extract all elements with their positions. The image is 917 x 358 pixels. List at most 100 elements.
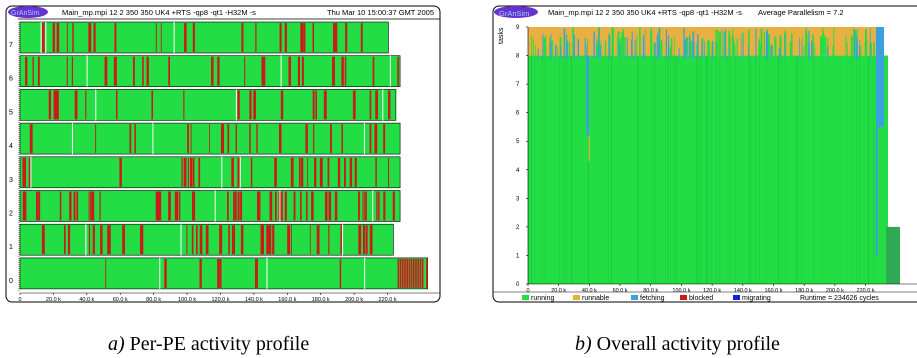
pe-blocked-segment: [140, 225, 143, 255]
pe-blocked-segment: [88, 191, 90, 221]
pe-blocked-segment: [155, 191, 158, 221]
x-tick-label: 20.0 k: [551, 288, 566, 294]
pe-blocked-segment: [74, 90, 78, 120]
pe-blocked-segment: [383, 191, 386, 221]
pe-idle-gap: [95, 89, 97, 121]
pe-running-bar: [19, 21, 389, 54]
pe-blocked-segment: [237, 157, 240, 187]
running-spike: [760, 28, 763, 56]
pe-blocked-segment: [319, 157, 323, 187]
pe-blocked-segment: [307, 157, 309, 187]
running-spike: [670, 38, 673, 56]
running-spike: [728, 30, 730, 56]
running-spike: [551, 40, 553, 56]
pe-blocked-segment: [241, 225, 244, 255]
pe-label: 3: [9, 177, 13, 184]
fetching-sliver: [770, 45, 772, 59]
running-spike: [531, 36, 532, 56]
running-spike: [617, 31, 620, 56]
x-tick-label: 180.0 k: [795, 288, 813, 294]
pe-blocked-segment: [157, 191, 161, 221]
pe-blocked-segment: [187, 124, 189, 154]
pe-blocked-segment: [401, 258, 404, 288]
pe-blocked-segment: [365, 225, 368, 255]
pe-running-bar: [19, 55, 401, 88]
x-tick-label: 40.0 k: [79, 297, 94, 303]
legend-swatch-migrating: [733, 295, 740, 300]
fetching-sliver: [642, 42, 645, 59]
pe-idle-gap: [342, 224, 344, 256]
pe-blocked-segment: [190, 157, 193, 187]
pe-blocked-segment: [217, 56, 220, 86]
running-spike: [791, 33, 793, 56]
pe-idle-gap: [40, 22, 42, 53]
legend-swatch-blocked: [680, 295, 687, 300]
running-spike: [650, 27, 652, 56]
fetching-sliver: [689, 37, 691, 59]
pe-blocked-segment: [32, 56, 34, 86]
pe-idle-gap: [152, 123, 154, 155]
x-tick-label: 40.0 k: [582, 288, 597, 294]
pe-blocked-segment: [254, 258, 258, 288]
pe-idle-gap: [180, 224, 182, 256]
pe-label: 7: [9, 42, 13, 49]
running-spike: [833, 27, 835, 56]
fetching-sliver: [555, 44, 557, 59]
running-spike: [708, 40, 711, 56]
running-spike: [758, 39, 760, 56]
running-spike: [734, 45, 736, 56]
pe-blocked-segment: [186, 225, 188, 255]
pe-bars: [18, 21, 428, 292]
pe-blocked-segment: [349, 157, 353, 187]
pe-blocked-segment: [107, 225, 111, 255]
right-x-axis: 0 20.0 k 40.0 k 60.0 k 80.0 k 100.0 k 120.0 k 1…: [526, 283, 917, 294]
running-spike: [596, 40, 599, 56]
pe-blocked-segment: [333, 23, 336, 52]
fetching-sliver: [598, 27, 600, 59]
fetching-sliver: [704, 41, 705, 59]
pe-blocked-segment: [24, 191, 27, 221]
pe-blocked-segment: [69, 191, 72, 221]
pe-blocked-segment: [300, 23, 304, 52]
pe-blocked-segment: [22, 157, 26, 187]
y-tick-label: 3: [516, 196, 520, 202]
pe-blocked-segment: [129, 124, 132, 154]
pe-blocked-segment: [100, 225, 103, 255]
running-spike: [543, 37, 546, 56]
pe-blocked-segment: [412, 258, 415, 288]
pe-blocked-segment: [261, 56, 264, 86]
runnable-dip: [588, 135, 590, 162]
overall-activity-panel: GrAnSim Main_mp.mpi 12 2 350 350 UK4 +RT…: [492, 5, 917, 303]
fetching-sliver: [801, 41, 803, 59]
pe-blocked-segment: [288, 56, 291, 86]
fetching-sliver: [853, 29, 856, 59]
pe-blocked-segment: [314, 157, 317, 187]
y-tick-label: 5: [516, 139, 520, 145]
fetching-sliver: [586, 44, 587, 59]
pe-blocked-segment: [397, 258, 400, 288]
pe-idle-gap: [239, 156, 241, 188]
fetching-sliver: [656, 36, 659, 59]
pe-blocked-segment: [231, 225, 235, 255]
pe-blocked-segment: [38, 191, 41, 221]
fetching-sliver: [683, 27, 685, 59]
fetching-sliver: [742, 38, 744, 59]
pe-blocked-segment: [249, 90, 252, 120]
running-spike: [624, 36, 626, 56]
pe-blocked-segment: [114, 23, 117, 52]
pe-blocked-segment: [354, 157, 357, 187]
running-spike: [803, 46, 805, 56]
pe-idle-gap: [280, 55, 282, 87]
pe-blocked-segment: [266, 225, 269, 255]
x-tick-label: 100.0 k: [672, 288, 690, 294]
running-spike: [852, 27, 854, 56]
pe-blocked-segment: [99, 191, 101, 221]
pe-blocked-segment: [189, 157, 192, 187]
x-tick-label: 200.0 k: [345, 297, 363, 303]
pe-idle-gap: [159, 257, 161, 289]
caption-b: b) Overall activity profile: [575, 333, 780, 356]
y-tick-label: 4: [516, 168, 520, 174]
pe-idle-gap: [214, 190, 216, 222]
fetching-sliver: [573, 34, 575, 59]
y-tick-label: 2: [516, 225, 520, 231]
